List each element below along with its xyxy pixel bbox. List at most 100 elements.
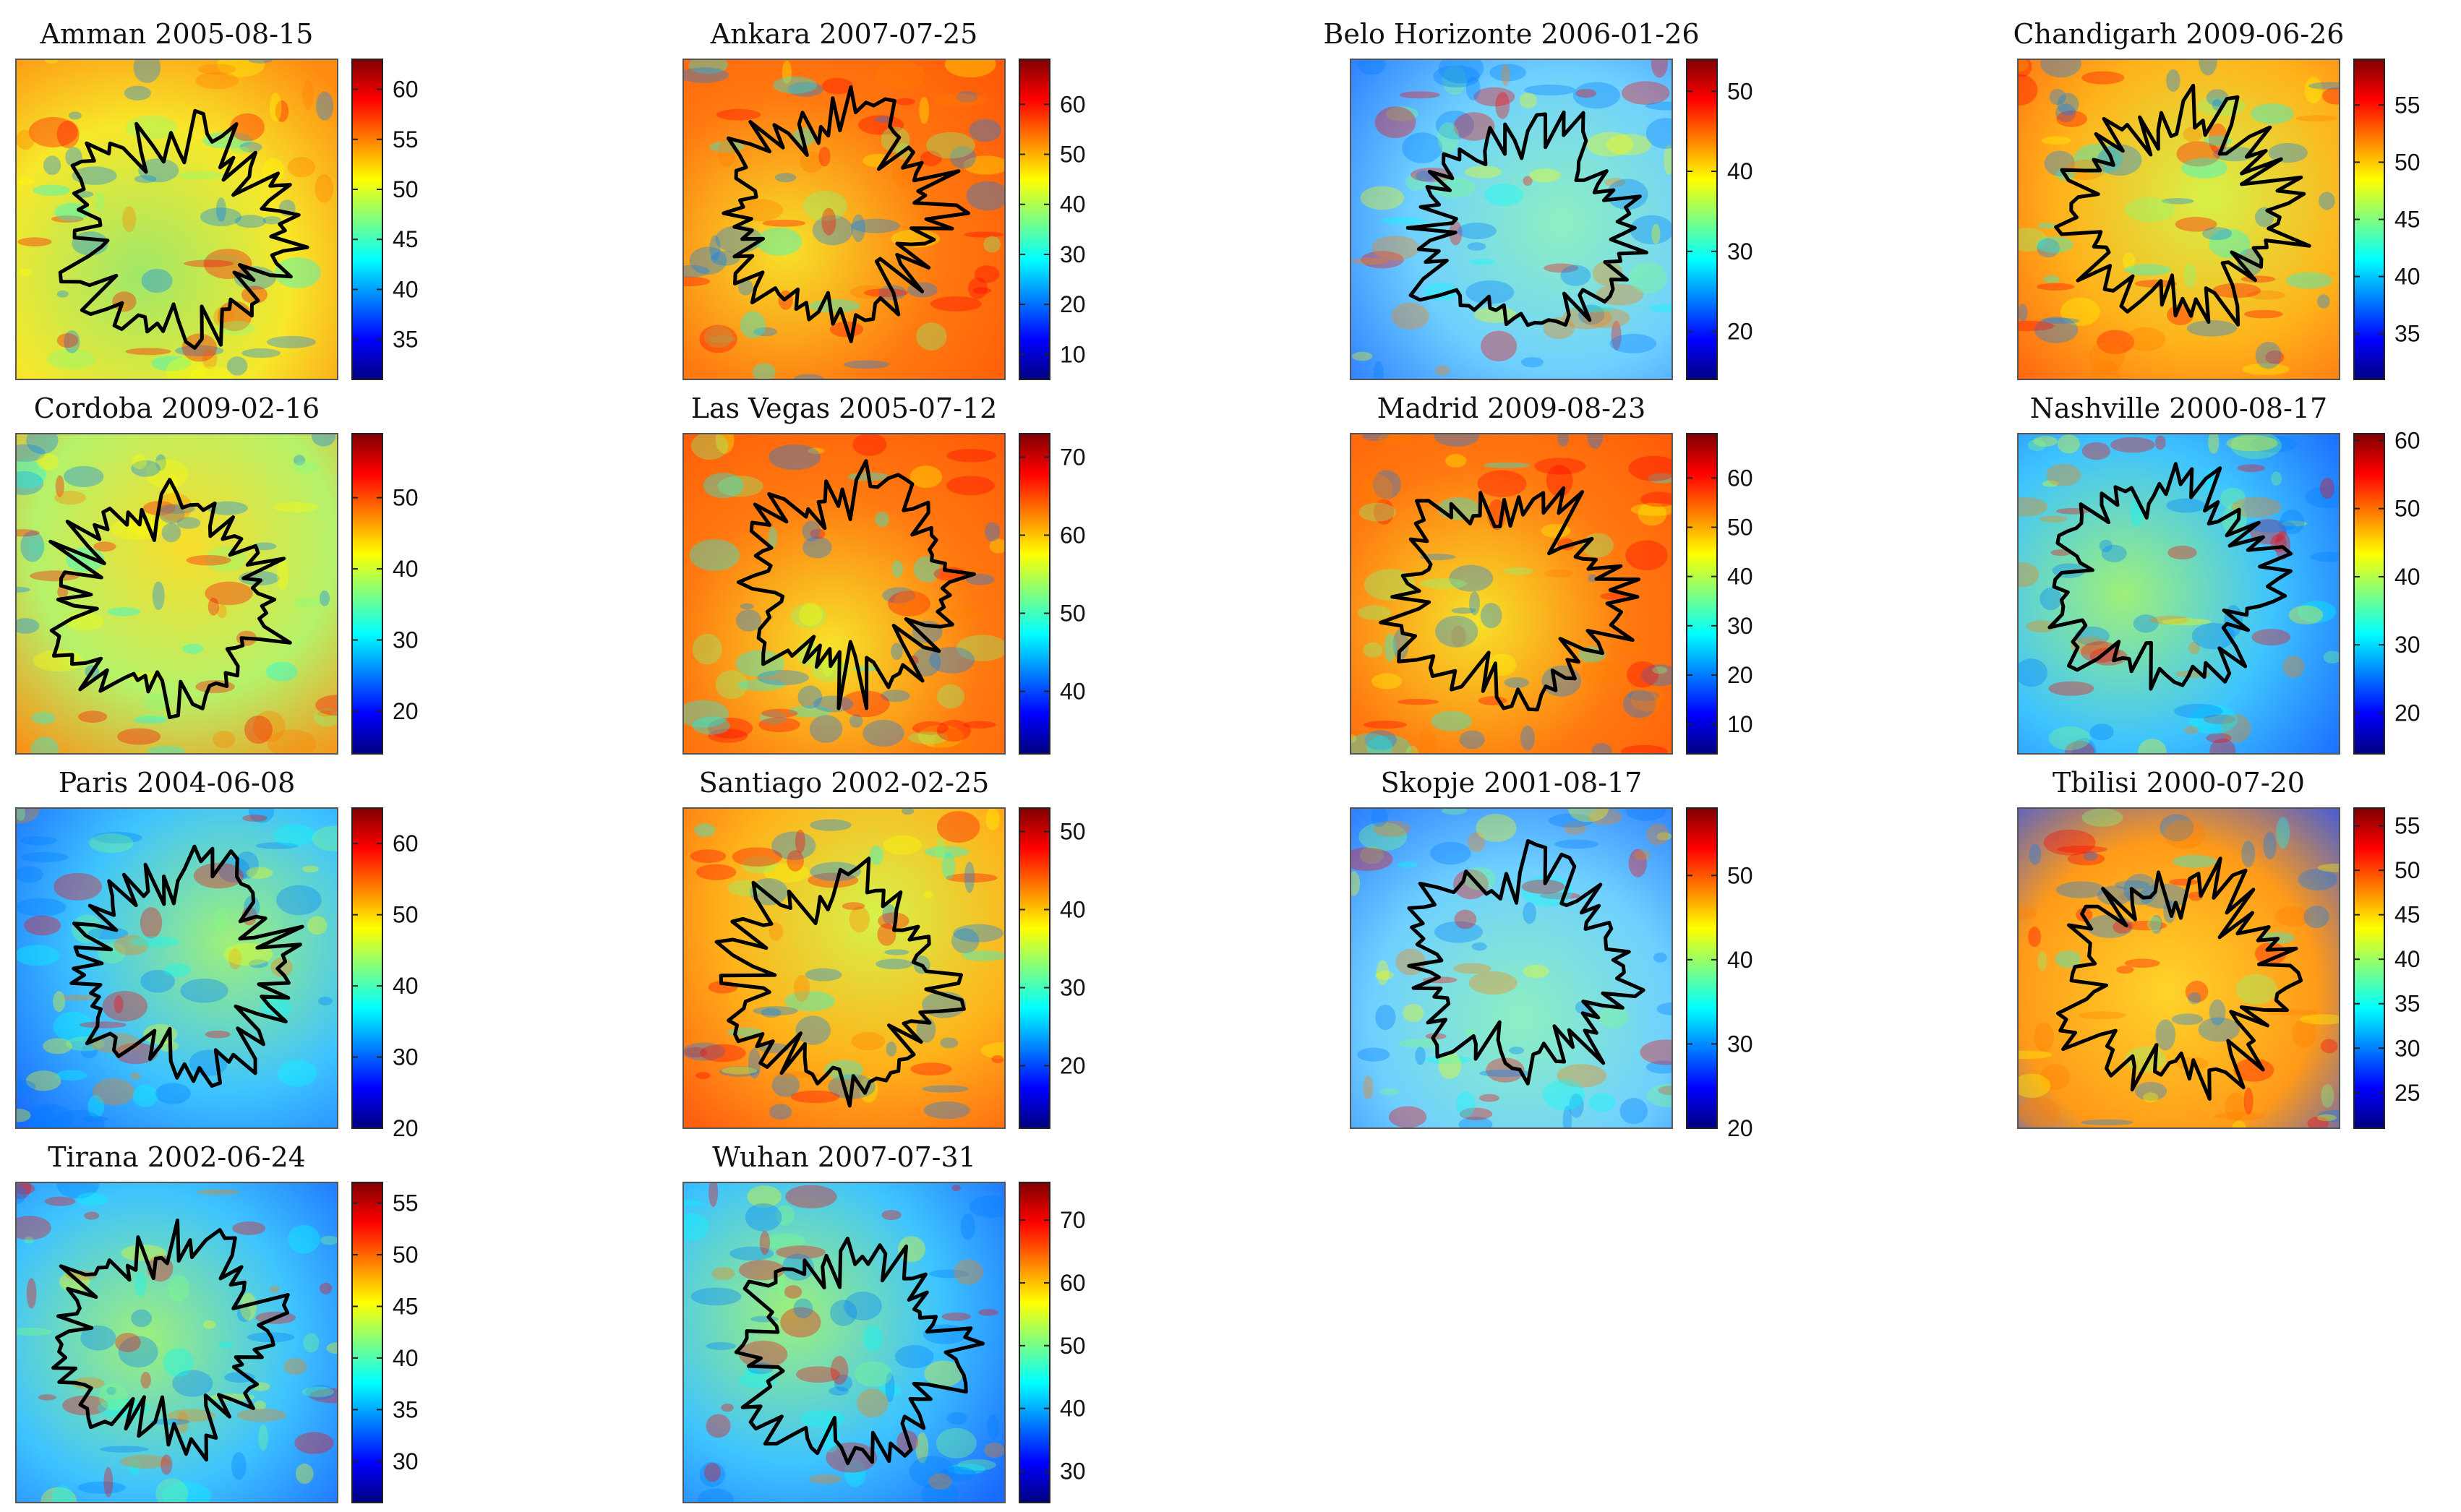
colorbar-tick-label: 25 [2394, 1080, 2421, 1106]
colorbar [1687, 434, 1717, 754]
panel: Ankara 2007-07-25 10 20 30 40 50 60 [682, 18, 1086, 380]
colorbar-tick-label: 30 [393, 1448, 419, 1474]
colorbar [1019, 808, 1050, 1128]
panel-title: Ankara 2007-07-25 [710, 18, 978, 50]
colorbar-frame [1686, 807, 1718, 1129]
colorbar-tick-label: 50 [393, 485, 419, 511]
colorbar-tick-label: 50 [1727, 514, 1753, 540]
panel: Paris 2004-06-08 20 30 40 50 60 [15, 767, 419, 1141]
colorbar-tick-label: 20 [393, 1115, 419, 1141]
colorbar-tick-label: 30 [1727, 239, 1753, 265]
colorbar-tick-label: 60 [393, 77, 419, 103]
colorbar [2354, 434, 2384, 754]
colorbar-tick-label: 40 [1060, 1396, 1086, 1422]
colorbar-tick-label: 50 [2394, 149, 2421, 175]
panel-title: Cordoba 2009-02-16 [34, 392, 320, 424]
map-frame [2017, 59, 2340, 380]
colorbar-tick-label: 45 [2394, 207, 2421, 233]
colorbar-tick-label: 30 [1727, 1031, 1753, 1057]
panel-title: Chandigarh 2009-06-26 [2013, 18, 2345, 50]
colorbar-frame [1686, 59, 1718, 380]
colorbar [352, 434, 382, 754]
colorbar-frame [351, 807, 383, 1129]
heatmap-field [16, 434, 338, 754]
colorbar-tick-label: 50 [1727, 862, 1753, 888]
map-frame [682, 59, 1006, 380]
panel: Belo Horizonte 2006-01-26 20 30 40 50 [1323, 18, 1753, 380]
panel: Skopje 2001-08-17 20 30 40 50 [1350, 767, 1753, 1141]
panel: Chandigarh 2009-06-26 35 40 45 50 55 [2013, 18, 2421, 380]
colorbar-frame [1019, 1182, 1050, 1503]
urban-boundary [2056, 856, 2303, 1101]
colorbar-tick-label: 40 [1060, 679, 1086, 705]
colorbar-tick-label: 45 [2394, 902, 2421, 928]
colorbar [1687, 808, 1717, 1128]
colorbar-tick-label: 45 [393, 226, 419, 252]
urban-boundary [734, 1237, 985, 1466]
panel: Cordoba 2009-02-16 20 30 40 50 [15, 392, 419, 755]
colorbar-tick-label: 20 [1060, 291, 1086, 317]
urban-boundary [2054, 83, 2311, 327]
heatmap-field [683, 434, 1005, 754]
colorbar-tick-label: 30 [393, 1044, 419, 1070]
colorbar-tick-label: 30 [1727, 613, 1753, 639]
colorbar-tick-label: 45 [393, 1293, 419, 1319]
colorbar-tick-label: 55 [2394, 813, 2421, 839]
urban-boundary [737, 459, 976, 710]
urban-boundary [58, 108, 309, 350]
colorbar-tick-label: 20 [1727, 662, 1753, 688]
colorbar-frame [1019, 807, 1050, 1129]
colorbar-tick-label: 70 [1060, 444, 1086, 470]
colorbar-tick-label: 40 [393, 276, 419, 302]
colorbar-tick-label: 55 [393, 126, 419, 153]
heatmap-field [16, 59, 338, 379]
colorbar-tick-label: 20 [1727, 1115, 1753, 1141]
heatmap-texture [16, 1182, 338, 1503]
heatmap-texture [1351, 59, 1672, 379]
panel: Santiago 2002-02-25 20 30 40 50 [682, 767, 1086, 1129]
urban-boundary [714, 856, 966, 1108]
colorbar-tick-label: 50 [2394, 857, 2421, 883]
colorbar-tick-label: 50 [393, 1242, 419, 1268]
colorbar-tick-label: 20 [1060, 1053, 1086, 1079]
heatmap-texture [683, 434, 1005, 754]
panel-title: Las Vegas 2005-07-12 [691, 392, 998, 424]
panel: Madrid 2009-08-23 10 20 30 40 50 60 [1350, 392, 1753, 755]
colorbar-frame [1686, 433, 1718, 755]
colorbar-frame [2353, 433, 2385, 755]
colorbar [1019, 434, 1050, 754]
colorbar-tick-label: 40 [1727, 947, 1753, 973]
colorbar-tick-label: 50 [393, 902, 419, 928]
colorbar-tick-label: 60 [1060, 1270, 1086, 1296]
colorbar-tick-label: 10 [1727, 711, 1753, 737]
heatmap-field [683, 1182, 1005, 1503]
colorbar-tick-label: 10 [1060, 341, 1086, 367]
map-frame [682, 433, 1006, 755]
colorbar-frame [351, 1182, 383, 1503]
colorbar-tick-label: 40 [2394, 946, 2421, 972]
colorbar [1687, 59, 1717, 379]
colorbar-tick-label: 40 [393, 1345, 419, 1371]
colorbar-tick-label: 40 [1060, 192, 1086, 218]
panel-title: Paris 2004-06-08 [59, 767, 296, 799]
colorbar-tick-label: 40 [1727, 564, 1753, 590]
colorbar-tick-label: 30 [393, 627, 419, 653]
colorbar-tick-label: 30 [1060, 975, 1086, 1001]
map-frame [682, 1182, 1006, 1503]
panel: Las Vegas 2005-07-12 40 50 60 70 [682, 392, 1086, 755]
heatmap-texture [2018, 434, 2340, 754]
colorbar-tick-label: 60 [393, 830, 419, 856]
colorbar-tick-label: 60 [1727, 465, 1753, 491]
colorbar-tick-label: 50 [393, 176, 419, 202]
colorbar-frame [351, 59, 383, 380]
map-frame [15, 433, 338, 755]
colorbar [352, 808, 382, 1128]
colorbar-tick-label: 20 [1727, 319, 1753, 345]
colorbar [1019, 59, 1050, 379]
colorbar-tick-label: 40 [1060, 896, 1086, 922]
panel-title: Madrid 2009-08-23 [1377, 392, 1646, 424]
heatmap-field [683, 808, 1005, 1128]
heatmap-texture [16, 808, 338, 1128]
colorbar [1019, 1182, 1050, 1503]
